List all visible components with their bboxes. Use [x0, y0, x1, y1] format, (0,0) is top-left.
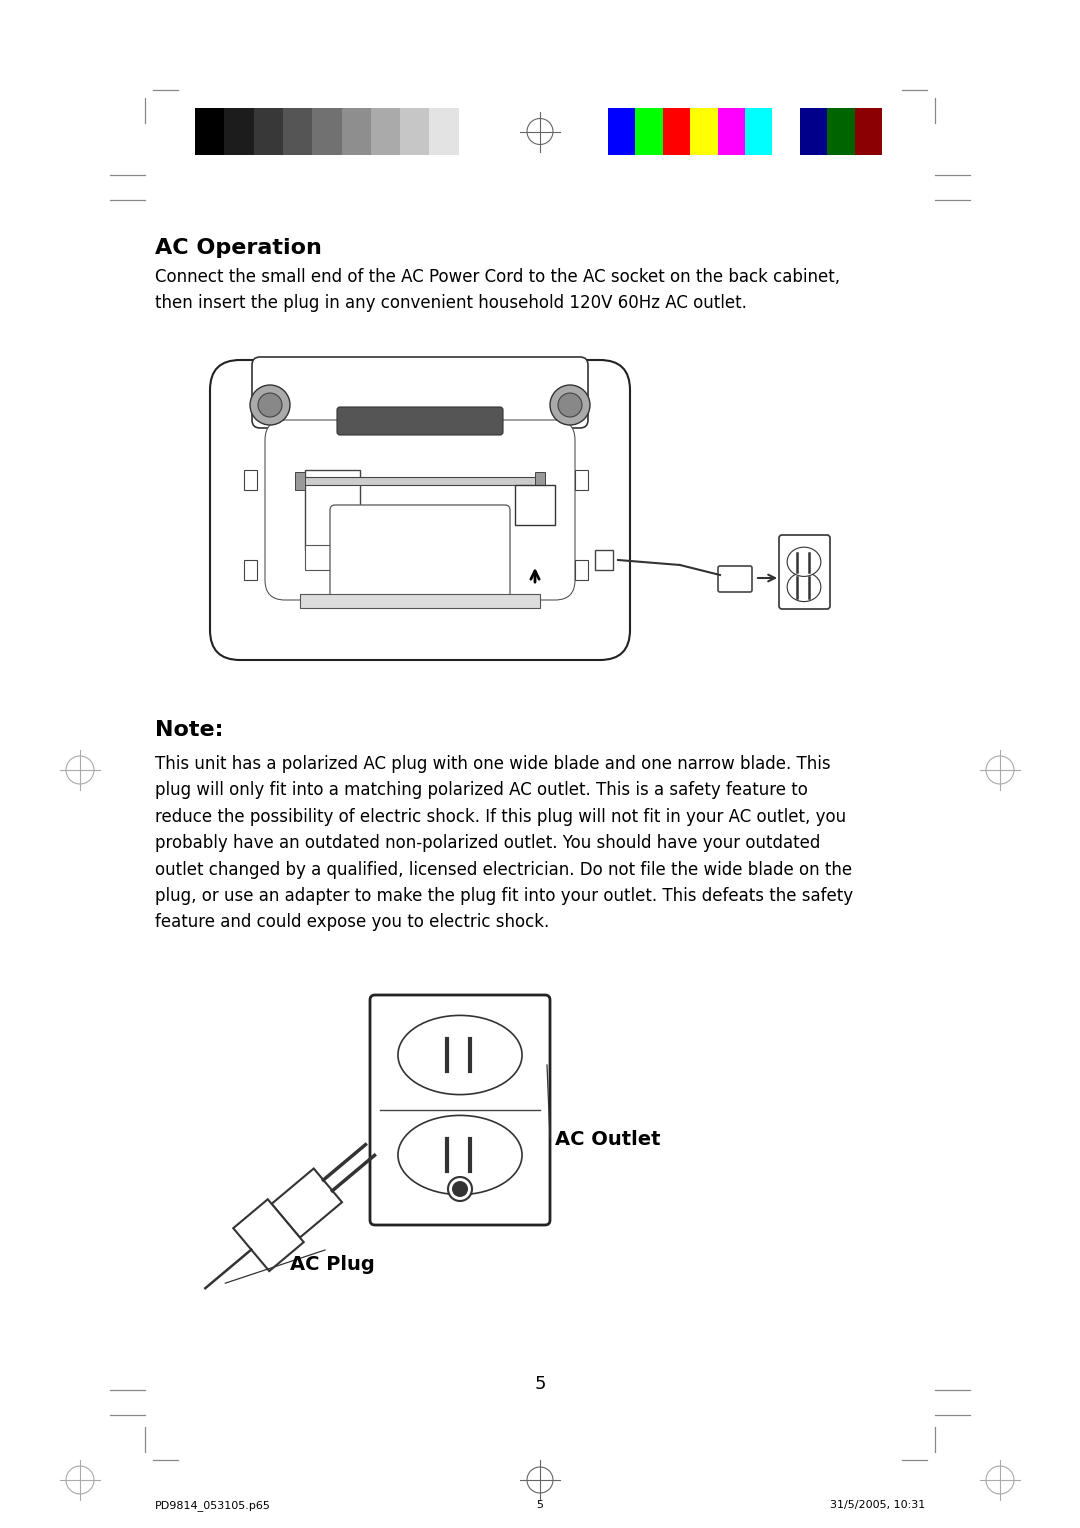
Bar — [341, 108, 370, 154]
Bar — [430, 108, 459, 154]
Bar — [305, 545, 360, 570]
FancyBboxPatch shape — [252, 358, 588, 428]
Bar — [312, 108, 341, 154]
Circle shape — [448, 1177, 472, 1201]
Ellipse shape — [787, 573, 821, 602]
Bar — [370, 108, 400, 154]
Text: Note:: Note: — [156, 720, 224, 740]
FancyBboxPatch shape — [337, 406, 503, 435]
Bar — [717, 108, 745, 154]
Text: AC Operation: AC Operation — [156, 238, 322, 258]
Bar — [305, 471, 360, 550]
FancyBboxPatch shape — [718, 565, 752, 591]
Text: AC Plug: AC Plug — [291, 1254, 375, 1274]
Text: 31/5/2005, 10:31: 31/5/2005, 10:31 — [829, 1500, 924, 1510]
Bar — [300, 594, 540, 608]
Bar — [254, 108, 283, 154]
Text: Connect the small end of the AC Power Cord to the AC socket on the back cabinet,: Connect the small end of the AC Power Co… — [156, 267, 840, 312]
Bar — [575, 559, 588, 581]
Polygon shape — [233, 1199, 303, 1271]
Bar — [635, 108, 663, 154]
Bar — [283, 108, 312, 154]
Bar — [595, 550, 613, 570]
Bar — [244, 559, 257, 581]
FancyBboxPatch shape — [330, 504, 510, 605]
Circle shape — [550, 385, 590, 425]
Bar — [800, 108, 827, 154]
FancyBboxPatch shape — [210, 361, 630, 660]
Bar — [827, 108, 854, 154]
Text: This unit has a polarized AC plug with one wide blade and one narrow blade. This: This unit has a polarized AC plug with o… — [156, 755, 853, 932]
Bar — [663, 108, 690, 154]
Bar — [195, 108, 225, 154]
Bar — [300, 477, 540, 484]
Ellipse shape — [397, 1115, 522, 1195]
Bar — [690, 108, 717, 154]
Circle shape — [558, 393, 582, 417]
FancyBboxPatch shape — [779, 535, 831, 610]
Ellipse shape — [397, 1016, 522, 1094]
Polygon shape — [271, 1169, 342, 1238]
Bar — [608, 108, 635, 154]
Bar — [772, 108, 800, 154]
Bar — [515, 484, 555, 526]
Bar — [225, 108, 254, 154]
FancyBboxPatch shape — [370, 995, 550, 1225]
Text: PD9814_053105.p65: PD9814_053105.p65 — [156, 1500, 271, 1511]
Circle shape — [258, 393, 282, 417]
Bar — [244, 471, 257, 490]
Text: AC Outlet: AC Outlet — [555, 1131, 661, 1149]
Bar — [459, 108, 488, 154]
Circle shape — [453, 1181, 468, 1196]
Text: 5: 5 — [535, 1375, 545, 1394]
Bar — [854, 108, 882, 154]
Bar — [535, 472, 545, 490]
Bar — [295, 472, 305, 490]
Text: 5: 5 — [537, 1500, 543, 1510]
Bar — [400, 108, 430, 154]
Ellipse shape — [787, 547, 821, 576]
Circle shape — [249, 385, 291, 425]
FancyBboxPatch shape — [265, 420, 575, 601]
Bar — [575, 471, 588, 490]
Bar — [745, 108, 772, 154]
